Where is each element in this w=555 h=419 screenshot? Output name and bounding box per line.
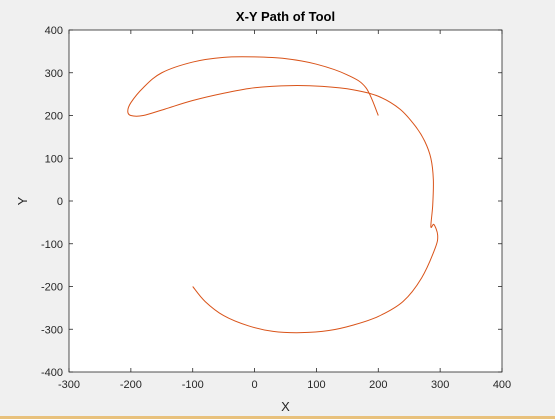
y-tick-label: -200 <box>41 282 63 294</box>
y-tick-label: 0 <box>57 196 63 208</box>
y-tick-label: 100 <box>45 153 63 165</box>
x-tick-label: 100 <box>307 379 325 391</box>
y-tick-label: -100 <box>41 239 63 251</box>
tick-layer: -300 -200 -100 0 100 200 300 400-400-300-200-10… <box>41 25 511 391</box>
mark-layer <box>127 56 439 334</box>
x-tick-label: 0 <box>252 379 258 391</box>
window-bottom-strip <box>0 416 555 419</box>
plot-area <box>69 30 502 372</box>
y-tick-label: 200 <box>45 111 63 123</box>
y-tick-label: 300 <box>45 68 63 80</box>
x-axis-label: X <box>281 399 290 414</box>
chart-title: X-Y Path of Tool <box>236 9 335 24</box>
x-tick-label: -200 <box>120 379 142 391</box>
x-tick-label: -100 <box>182 379 204 391</box>
y-tick-label: -400 <box>41 367 63 379</box>
y-tick-label: 400 <box>45 25 63 37</box>
y-axis-label: Y <box>15 196 30 205</box>
axes-box <box>68 29 503 373</box>
x-tick-label: 200 <box>369 379 387 391</box>
y-tick-label: -300 <box>41 324 63 336</box>
x-tick-label: 300 <box>431 379 449 391</box>
tool-path-line <box>127 56 439 334</box>
x-tick-label: 400 <box>493 379 511 391</box>
x-tick-label: -300 <box>58 379 80 391</box>
